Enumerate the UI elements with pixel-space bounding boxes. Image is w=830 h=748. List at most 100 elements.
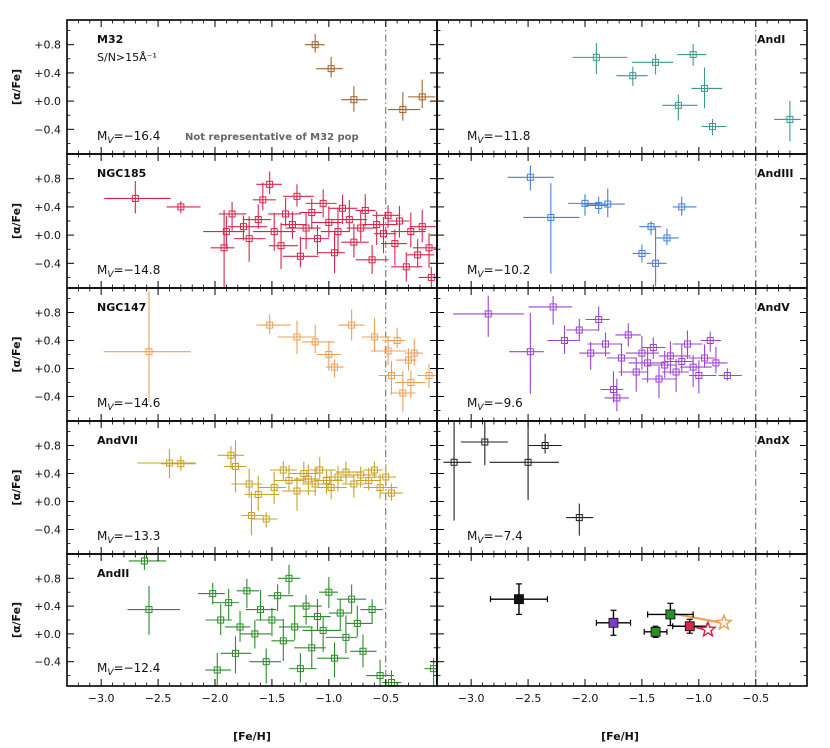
mv-value: =−10.2: [484, 263, 531, 277]
point-marker: [308, 644, 316, 652]
data-point: [325, 615, 358, 654]
point-marker: [382, 473, 390, 481]
panel-side-note: Not representative of M32 pop: [185, 132, 359, 143]
panel-plot-area: [304, 20, 436, 154]
point-marker: [638, 249, 646, 257]
data-point: [388, 206, 410, 238]
point-marker: [425, 372, 433, 379]
data-point: [341, 224, 369, 258]
point-marker: [678, 358, 686, 365]
data-point: [241, 491, 263, 536]
point-marker: [231, 649, 239, 657]
point-marker: [387, 489, 395, 497]
mv-value: =−14.8: [114, 263, 161, 277]
data-point: [268, 197, 302, 227]
point-marker: [262, 515, 270, 523]
data-point: [509, 312, 544, 394]
data-point: [318, 577, 338, 609]
point-marker: [259, 196, 267, 204]
point-marker: [209, 590, 217, 598]
data-point: [279, 605, 313, 640]
data-point: [267, 584, 294, 612]
point-marker: [308, 209, 316, 217]
data-point: [269, 461, 297, 481]
point-marker: [624, 331, 632, 339]
data-point: [774, 100, 801, 142]
point-marker: [629, 72, 637, 80]
point-marker: [638, 349, 646, 357]
data-point: [240, 620, 271, 649]
point-marker: [331, 654, 339, 662]
data-point: [337, 584, 367, 614]
panel-plot-area: [453, 288, 757, 421]
point-marker: [225, 599, 233, 607]
panel-frame: [436, 553, 808, 687]
point-marker: [701, 84, 709, 92]
x-tick-label: −0.5: [372, 692, 399, 705]
data-point: [424, 658, 437, 686]
data-point: [355, 194, 376, 227]
panel-ngc147: +0.8 +0.4 +0.0 −0.4 [α/Fe] NGC147 MV=−14.6: [10, 287, 438, 422]
data-point: [362, 461, 383, 479]
point-marker: [617, 354, 625, 362]
panel-andvii: +0.8 +0.4 +0.0 −0.4 [α/Fe] AndVII MV=−13.3: [10, 420, 438, 555]
axis-titles: [Fe/H] [Fe/H]: [233, 730, 639, 743]
point-marker: [319, 626, 327, 634]
point-marker: [524, 458, 532, 466]
data-point: [585, 306, 610, 331]
point-marker: [251, 630, 259, 638]
point-marker: [706, 337, 714, 344]
data-point: [672, 330, 703, 360]
panel-name: AndII: [97, 567, 129, 580]
point-marker: [581, 199, 589, 207]
point-marker: [541, 442, 549, 449]
data-point: [345, 605, 373, 637]
point-marker: [334, 228, 342, 236]
point-marker: [414, 251, 422, 259]
point-marker: [701, 354, 709, 362]
point-marker: [325, 588, 333, 596]
point-marker: [350, 96, 358, 104]
data-point: [252, 182, 276, 211]
point-marker: [674, 101, 682, 109]
data-point: [701, 118, 727, 136]
point-marker: [285, 477, 293, 484]
point-marker: [279, 466, 287, 474]
point-marker: [666, 352, 674, 360]
panel-andv: AndV MV=−9.6: [436, 287, 808, 422]
y-axis-title: [α/Fe]: [10, 203, 23, 239]
summary-point: [647, 602, 694, 627]
x-tick-label: −3.0: [458, 692, 485, 705]
point-marker: [683, 340, 691, 348]
y-tick-label: +0.8: [34, 173, 61, 186]
point-marker: [327, 484, 335, 491]
data-point: [307, 456, 336, 479]
data-point: [205, 652, 232, 686]
point-marker: [220, 244, 228, 252]
data-point: [507, 165, 554, 191]
panel-plot-area: [127, 554, 437, 686]
panel-plot-area: [104, 154, 437, 288]
mv-value: =−13.3: [114, 529, 161, 543]
point-marker: [689, 51, 697, 59]
x-tick-label: −2.5: [145, 692, 172, 705]
mv-value: =−12.4: [114, 661, 161, 675]
data-point: [688, 344, 715, 368]
data-point: [127, 586, 181, 635]
mv-subscript: V: [477, 270, 484, 280]
summary-point: [714, 613, 733, 631]
point-marker: [595, 201, 603, 209]
data-point: [372, 205, 401, 229]
point-marker: [418, 93, 426, 101]
y-axis-title: [α/Fe]: [10, 602, 23, 638]
data-point: [277, 564, 301, 595]
data-point: [412, 233, 437, 268]
x-axis-title-right: [Fe/H]: [601, 730, 639, 743]
data-point: [528, 433, 562, 454]
mv-subscript: V: [477, 403, 484, 413]
data-point: [606, 343, 637, 377]
data-point: [324, 465, 355, 492]
data-point: [632, 244, 651, 263]
point-marker: [293, 333, 301, 341]
data-point: [285, 211, 321, 250]
